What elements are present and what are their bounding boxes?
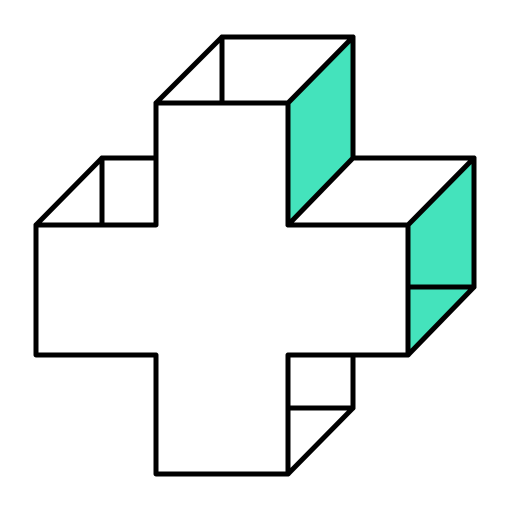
right-arm-right-face — [408, 158, 474, 355]
cross-front-face — [36, 103, 408, 474]
left-arm-top-face — [36, 158, 156, 225]
top-arm-back-edges — [153, 34, 356, 106]
right-arm-top-face — [288, 158, 474, 225]
bottom-arm-side-face — [288, 355, 353, 474]
top-arm-right-face — [288, 37, 353, 225]
